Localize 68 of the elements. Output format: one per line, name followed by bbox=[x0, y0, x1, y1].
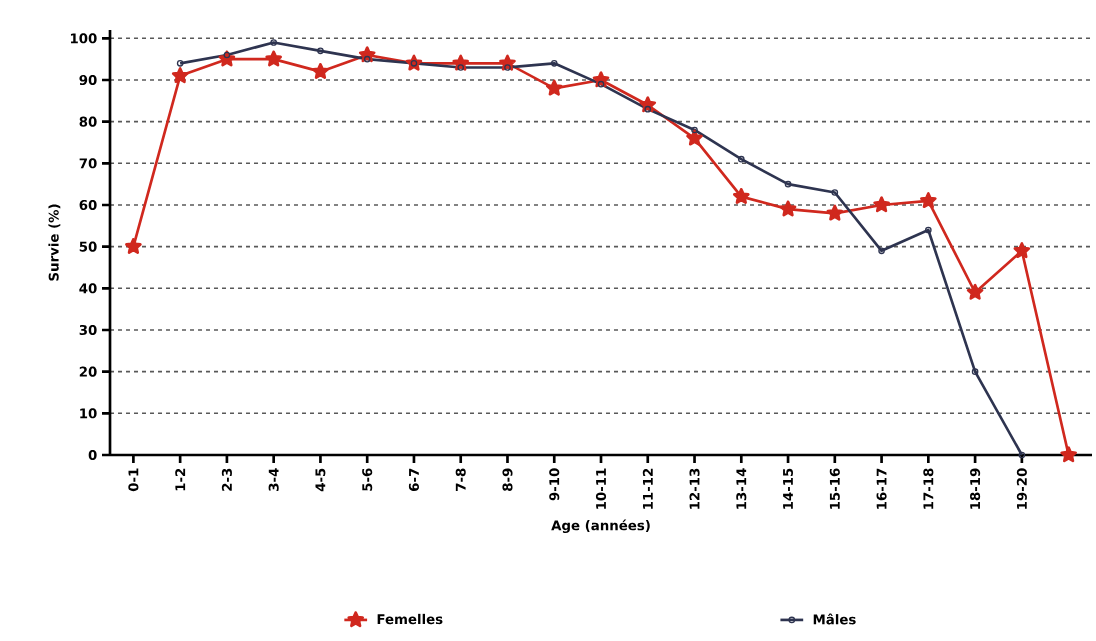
point bbox=[878, 247, 885, 255]
y-tick-label: 70 bbox=[79, 158, 97, 169]
point bbox=[971, 368, 979, 375]
y-tick-label: 0 bbox=[88, 449, 97, 461]
y-axis-title: Survie (%) bbox=[48, 204, 61, 281]
x-tick-label: 2-3 bbox=[221, 468, 232, 491]
x-axis-title: Age (années) bbox=[551, 519, 650, 534]
point bbox=[223, 51, 231, 59]
point bbox=[732, 187, 750, 204]
point bbox=[831, 189, 839, 196]
x-tick-label: 12-13 bbox=[689, 468, 700, 509]
point bbox=[545, 79, 563, 96]
x-tick-label: 15-16 bbox=[829, 468, 840, 509]
point bbox=[691, 126, 698, 134]
point bbox=[925, 226, 932, 234]
x-tick-label: 17-18 bbox=[923, 468, 934, 509]
point bbox=[920, 192, 937, 209]
x-tick-label: 6-7 bbox=[408, 468, 419, 491]
x-tick-label: 19-20 bbox=[1016, 468, 1027, 509]
point bbox=[171, 67, 189, 84]
point bbox=[125, 237, 142, 254]
point bbox=[550, 59, 558, 67]
legend-label: Mâles bbox=[813, 613, 856, 625]
y-tick-label: 50 bbox=[79, 241, 97, 252]
y-tick-label: 60 bbox=[79, 199, 97, 211]
x-tick-label: 3-4 bbox=[268, 468, 279, 491]
y-tick-label: 20 bbox=[79, 366, 97, 377]
point bbox=[265, 50, 282, 67]
x-tick-label: 11-12 bbox=[642, 468, 653, 509]
x-tick-label: 13-14 bbox=[736, 468, 747, 509]
point bbox=[1018, 451, 1026, 459]
point bbox=[1060, 446, 1077, 463]
point bbox=[873, 196, 890, 213]
point bbox=[317, 47, 324, 55]
point bbox=[686, 129, 703, 146]
y-tick-label: 10 bbox=[80, 408, 97, 419]
y-tick-label: 30 bbox=[79, 324, 97, 336]
x-tick-label: 7-8 bbox=[455, 468, 466, 491]
y-tick-label: 40 bbox=[79, 283, 97, 294]
point bbox=[270, 39, 278, 46]
point bbox=[410, 59, 418, 67]
point bbox=[363, 55, 371, 63]
x-tick-label: 14-15 bbox=[783, 468, 794, 509]
point bbox=[176, 59, 184, 67]
x-tick-label: 8-9 bbox=[502, 468, 513, 491]
point bbox=[457, 64, 465, 71]
point bbox=[966, 283, 984, 300]
point bbox=[597, 80, 605, 88]
x-tick-label: 18-19 bbox=[970, 468, 981, 509]
point bbox=[737, 155, 745, 163]
point bbox=[826, 204, 844, 221]
x-tick-label: 5-6 bbox=[362, 468, 373, 491]
point bbox=[312, 62, 329, 79]
x-tick-label: 9-10 bbox=[549, 468, 560, 501]
y-tick-label: 100 bbox=[70, 33, 97, 44]
x-tick-label: 0-1 bbox=[128, 468, 139, 492]
x-tick-label: 4-5 bbox=[315, 468, 326, 492]
point bbox=[504, 64, 511, 71]
x-tick-label: 16-17 bbox=[876, 468, 887, 509]
y-tick-label: 90 bbox=[79, 74, 97, 86]
legend-label: Femelles bbox=[377, 613, 443, 625]
y-tick-label: 80 bbox=[79, 116, 97, 127]
point bbox=[644, 105, 652, 113]
x-tick-label: 10-11 bbox=[595, 468, 607, 509]
x-tick-label: 1-2 bbox=[175, 468, 186, 491]
point bbox=[1013, 242, 1031, 259]
point bbox=[784, 180, 792, 188]
point bbox=[779, 200, 797, 217]
